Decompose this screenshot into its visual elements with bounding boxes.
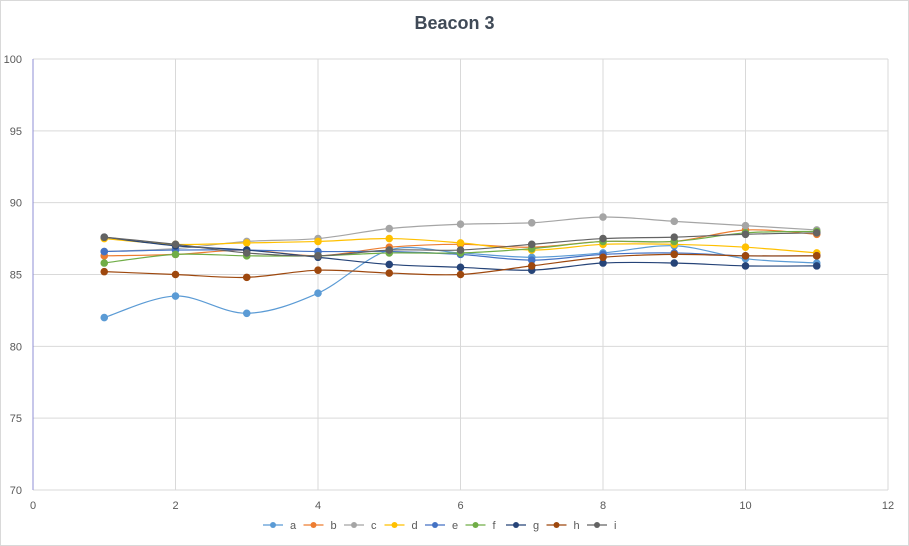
y-tick-label: 80 xyxy=(10,341,22,353)
y-tick-label: 90 xyxy=(10,198,22,210)
data-point-c xyxy=(385,224,394,233)
data-point-g xyxy=(456,263,465,272)
data-point-h xyxy=(314,266,322,274)
data-point-i xyxy=(100,233,109,241)
data-point-d xyxy=(314,237,322,246)
data-point-g xyxy=(812,262,821,270)
data-point-d xyxy=(456,239,465,247)
y-tick-label: 100 xyxy=(4,54,22,66)
legend-marker-e xyxy=(432,522,438,528)
legend-label-g: g xyxy=(533,520,539,532)
legend-label-f: f xyxy=(493,520,497,532)
data-point-h xyxy=(599,253,607,262)
data-point-i xyxy=(527,240,536,249)
data-point-e xyxy=(100,247,109,256)
data-point-d xyxy=(385,234,394,243)
data-point-i xyxy=(670,233,679,241)
x-tick-label: 0 xyxy=(30,500,36,512)
data-point-c xyxy=(599,213,607,221)
x-tick-label: 2 xyxy=(172,500,178,512)
data-point-c xyxy=(527,218,536,227)
data-point-i xyxy=(171,240,180,249)
legend-label-a: a xyxy=(290,520,297,532)
legend-marker-h xyxy=(553,522,560,528)
data-point-h xyxy=(242,273,251,282)
data-point-f xyxy=(100,259,109,267)
y-tick-label: 70 xyxy=(10,485,22,497)
data-point-i xyxy=(599,234,607,243)
data-point-i xyxy=(812,229,821,237)
data-point-i xyxy=(385,246,394,254)
x-tick-label: 10 xyxy=(739,500,751,512)
data-point-i xyxy=(741,230,750,239)
y-tick-label: 85 xyxy=(10,270,22,282)
legend-marker-c xyxy=(351,522,357,528)
y-tick-label: 95 xyxy=(10,126,22,138)
x-tick-label: 4 xyxy=(315,500,321,512)
legend-label-i: i xyxy=(614,520,616,532)
data-point-h xyxy=(670,250,679,259)
chart-title: Beacon 3 xyxy=(414,13,495,33)
data-point-h xyxy=(100,267,109,276)
data-point-h xyxy=(385,269,394,277)
x-tick-label: 6 xyxy=(457,500,463,512)
data-point-c xyxy=(741,221,750,230)
data-point-h xyxy=(741,252,750,260)
data-point-c xyxy=(670,217,679,226)
data-point-a xyxy=(100,313,109,322)
data-point-a xyxy=(171,292,180,300)
data-point-i xyxy=(242,249,251,257)
data-point-g xyxy=(385,260,394,269)
data-point-h xyxy=(171,270,180,279)
legend-marker-f xyxy=(472,522,479,528)
data-point-h xyxy=(812,252,821,260)
data-point-d xyxy=(242,239,251,247)
legend-marker-d xyxy=(391,522,398,528)
legend-label-e: e xyxy=(452,520,458,532)
data-point-i xyxy=(314,252,322,260)
x-tick-label: 12 xyxy=(882,500,894,512)
data-point-f xyxy=(171,250,180,259)
data-point-g xyxy=(741,262,750,270)
data-point-a xyxy=(242,309,251,318)
data-point-g xyxy=(670,259,679,267)
data-point-i xyxy=(456,246,465,254)
data-point-a xyxy=(314,289,322,297)
data-point-d xyxy=(741,243,750,252)
legend-marker-a xyxy=(270,522,276,528)
data-point-h xyxy=(456,270,465,279)
legend-marker-b xyxy=(310,522,317,528)
x-tick-label: 8 xyxy=(600,500,606,512)
y-tick-label: 75 xyxy=(10,413,22,425)
data-point-c xyxy=(456,220,465,229)
legend-marker-i xyxy=(594,522,600,528)
legend-label-h: h xyxy=(574,520,580,532)
legend-label-b: b xyxy=(331,520,337,532)
legend-label-c: c xyxy=(371,520,377,532)
data-point-h xyxy=(527,262,536,270)
legend-label-d: d xyxy=(412,520,418,532)
legend-marker-g xyxy=(513,522,519,528)
